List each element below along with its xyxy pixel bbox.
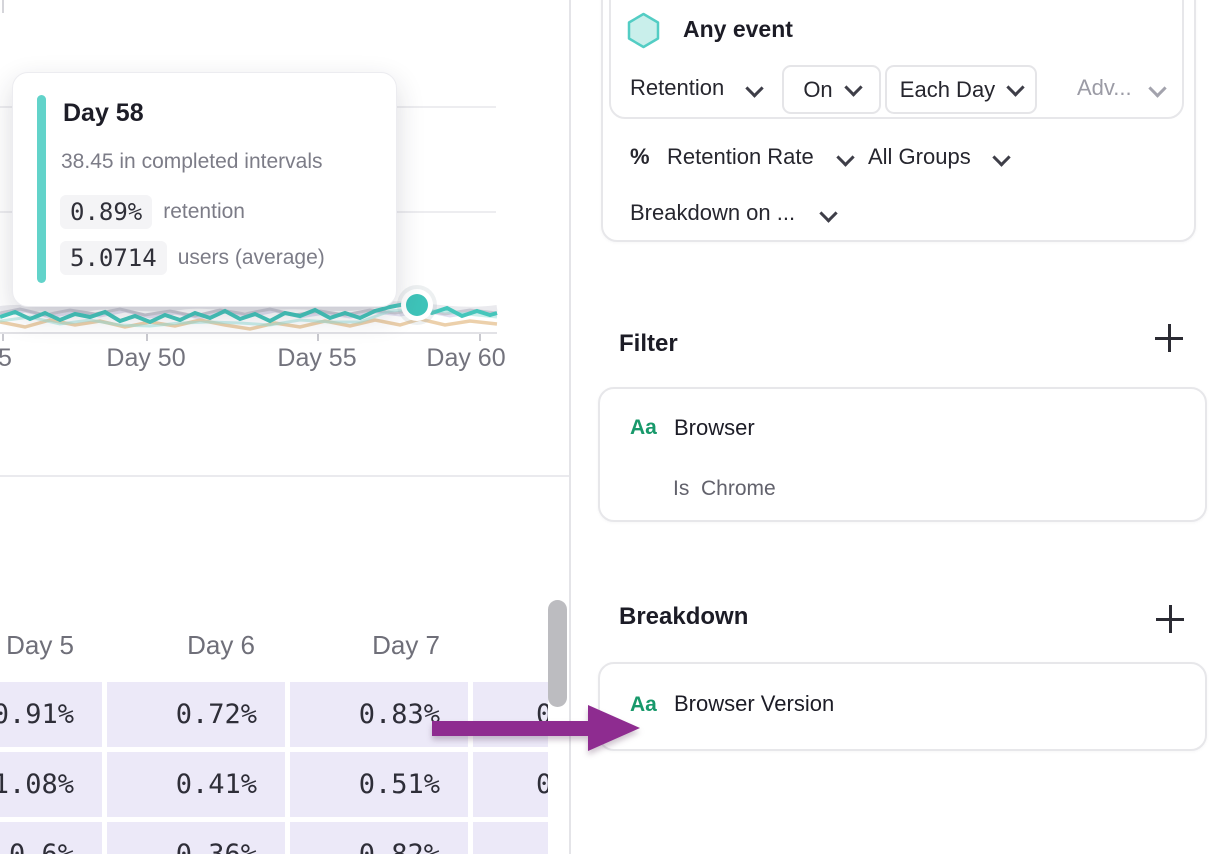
breakdown-heading: Breakdown (619, 603, 749, 630)
chevron-down-icon (745, 79, 764, 98)
x-tick-label: Day 55 (277, 344, 357, 372)
pane-divider (569, 0, 571, 854)
table-cell: 0.41% (107, 752, 285, 817)
cell-value: 0.91% (0, 699, 74, 730)
table-cell (473, 822, 548, 854)
x-axis-tick (2, 334, 4, 341)
x-tick-label: 5 (0, 344, 12, 372)
chart-tooltip: Day 58 38.45 in completed intervals 0.89… (12, 72, 397, 307)
filter-operator[interactable]: Is (673, 477, 690, 500)
metric-prefix: % (630, 144, 650, 169)
vertical-scrollbar-thumb[interactable] (548, 600, 567, 707)
annotation-arrow (432, 705, 640, 751)
table-cell: 0.91% (0, 682, 102, 747)
add-filter-button[interactable] (1154, 323, 1184, 353)
add-breakdown-button[interactable] (1155, 604, 1185, 634)
string-property-type-icon: Aa (630, 416, 657, 439)
table-cell: 0.83% (290, 682, 468, 747)
x-axis-tick (146, 334, 148, 341)
table-header-day6: Day 6 (187, 630, 255, 660)
table-cell: 0 (473, 752, 548, 817)
chevron-down-icon (1148, 79, 1167, 98)
table-cell: 0.6% (0, 822, 102, 854)
x-axis-tick (317, 334, 319, 341)
event-name[interactable]: Any event (683, 16, 793, 42)
table-header-day5: Day 5 (6, 630, 74, 660)
retention-line-chart[interactable] (0, 283, 500, 343)
table-cell: 1.08% (0, 752, 102, 817)
tooltip-accent-bar (37, 95, 46, 283)
cell-value: 0.51% (358, 769, 440, 800)
chevron-down-icon (1006, 78, 1025, 97)
filter-heading: Filter (619, 330, 678, 357)
tooltip-users-label: users (average) (177, 246, 325, 269)
breakdown-property-name[interactable]: Browser Version (674, 691, 835, 716)
table-cell: 0.36% (107, 822, 285, 854)
cell-value: 0.36% (107, 822, 285, 854)
x-axis-line (0, 332, 497, 334)
tooltip-retention-label: retention (163, 200, 245, 223)
pane-edge-artifact (2, 0, 4, 13)
groups-dropdown[interactable]: All Groups (868, 144, 971, 169)
metric-dropdown[interactable]: Retention Rate (667, 144, 814, 169)
on-dropdown-label: On (803, 76, 833, 102)
cell-value: 0 (536, 769, 548, 800)
cell-value: 0.82% (290, 822, 468, 854)
retention-type-dropdown[interactable]: Retention (630, 75, 725, 100)
tooltip-title: Day 58 (63, 99, 144, 127)
chevron-down-icon (843, 78, 863, 97)
cell-value: 0.72% (175, 699, 257, 730)
tooltip-users-value: 5.0714 (60, 241, 167, 275)
tooltip-subtitle: 38.45 in completed intervals (61, 150, 323, 173)
chevron-down-icon (992, 148, 1011, 167)
chevron-down-icon (819, 204, 838, 223)
interval-dropdown[interactable]: Each Day (885, 65, 1037, 114)
table-cell: 0.51% (290, 752, 468, 817)
x-axis-tick (479, 334, 481, 341)
cell-value: 0.83% (358, 699, 440, 730)
series-tan (0, 317, 498, 331)
table-cell: 0.82% (290, 822, 468, 854)
on-dropdown[interactable]: On (782, 65, 881, 114)
interval-dropdown-label: Each Day (899, 76, 996, 102)
table-header-day7: Day 7 (372, 630, 440, 660)
any-event-hexagon-icon (627, 12, 660, 49)
table-cell: 0.72% (107, 682, 285, 747)
advanced-dropdown[interactable]: Adv... (1077, 75, 1132, 100)
cell-value: 1.08% (0, 769, 74, 800)
filter-value[interactable]: Chrome (701, 477, 776, 500)
x-tick-label: Day 60 (426, 344, 506, 372)
section-divider (0, 475, 569, 477)
breakdown-card[interactable]: Aa Browser Version (598, 662, 1207, 751)
string-property-type-icon: Aa (630, 693, 657, 716)
filter-card[interactable]: Aa Browser Is Chrome (598, 387, 1207, 522)
highlighted-data-point[interactable] (397, 285, 437, 325)
cell-value: 0.6% (0, 822, 102, 854)
breakdown-on-dropdown[interactable]: Breakdown on ... (630, 200, 796, 225)
tooltip-retention-value: 0.89% (60, 195, 153, 229)
chevron-down-icon (836, 148, 855, 167)
x-tick-label: Day 50 (106, 344, 186, 372)
cell-value: 0.41% (175, 769, 257, 800)
filter-property-name[interactable]: Browser (674, 415, 755, 440)
